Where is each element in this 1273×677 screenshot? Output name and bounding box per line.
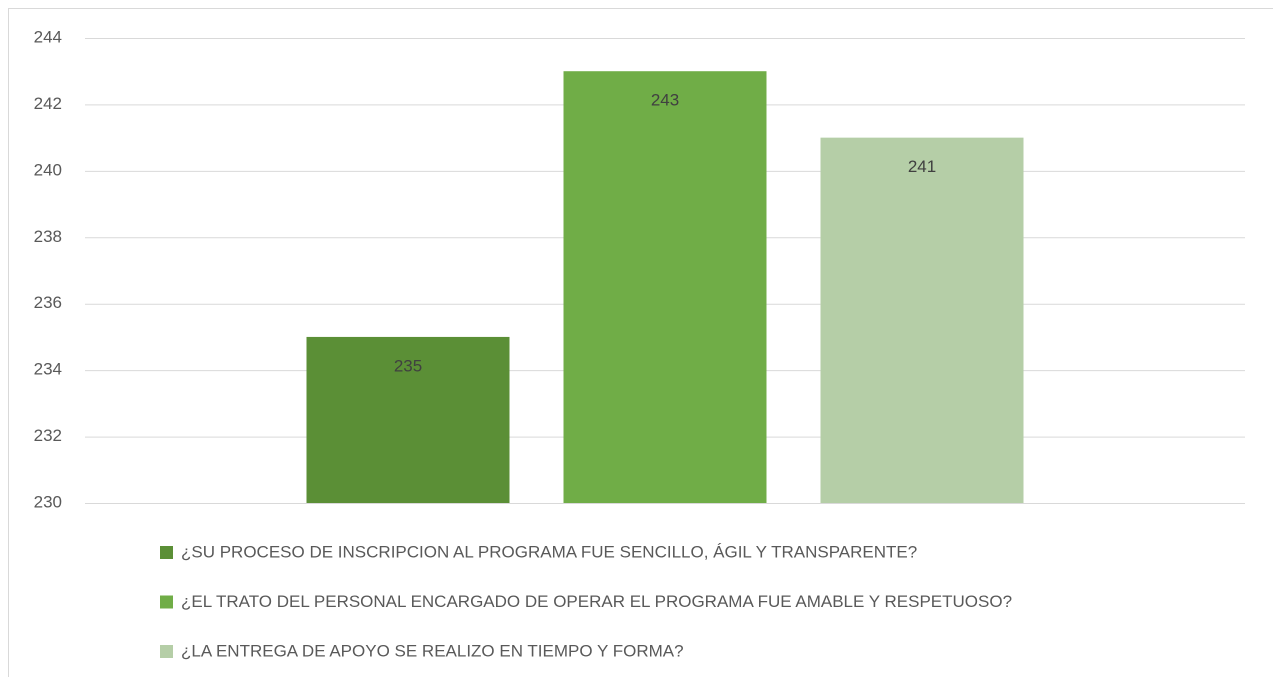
y-tick-label: 234 [34, 360, 62, 379]
y-tick-label: 240 [34, 160, 62, 179]
legend-label: ¿EL TRATO DEL PERSONAL ENCARGADO DE OPER… [181, 592, 1012, 611]
y-tick-label: 244 [34, 27, 62, 46]
data-label: 235 [394, 356, 422, 375]
legend-label: ¿LA ENTREGA DE APOYO SE REALIZO EN TIEMP… [181, 641, 684, 660]
data-label: 243 [651, 91, 679, 110]
chart-border [8, 8, 1273, 677]
y-tick-label: 230 [34, 492, 62, 511]
y-tick-label: 242 [34, 94, 62, 113]
bar [820, 137, 1024, 503]
bar [306, 336, 510, 503]
bar [563, 71, 767, 503]
legend-swatch [160, 595, 173, 609]
legend-swatch [160, 546, 173, 559]
legend-label: ¿SU PROCESO DE INSCRIPCION AL PROGRAMA F… [181, 542, 917, 561]
y-tick-label: 238 [34, 227, 62, 246]
y-tick-label: 236 [34, 293, 62, 312]
data-label: 241 [908, 157, 936, 176]
y-tick-label: 232 [34, 426, 62, 445]
legend-swatch [160, 645, 173, 658]
